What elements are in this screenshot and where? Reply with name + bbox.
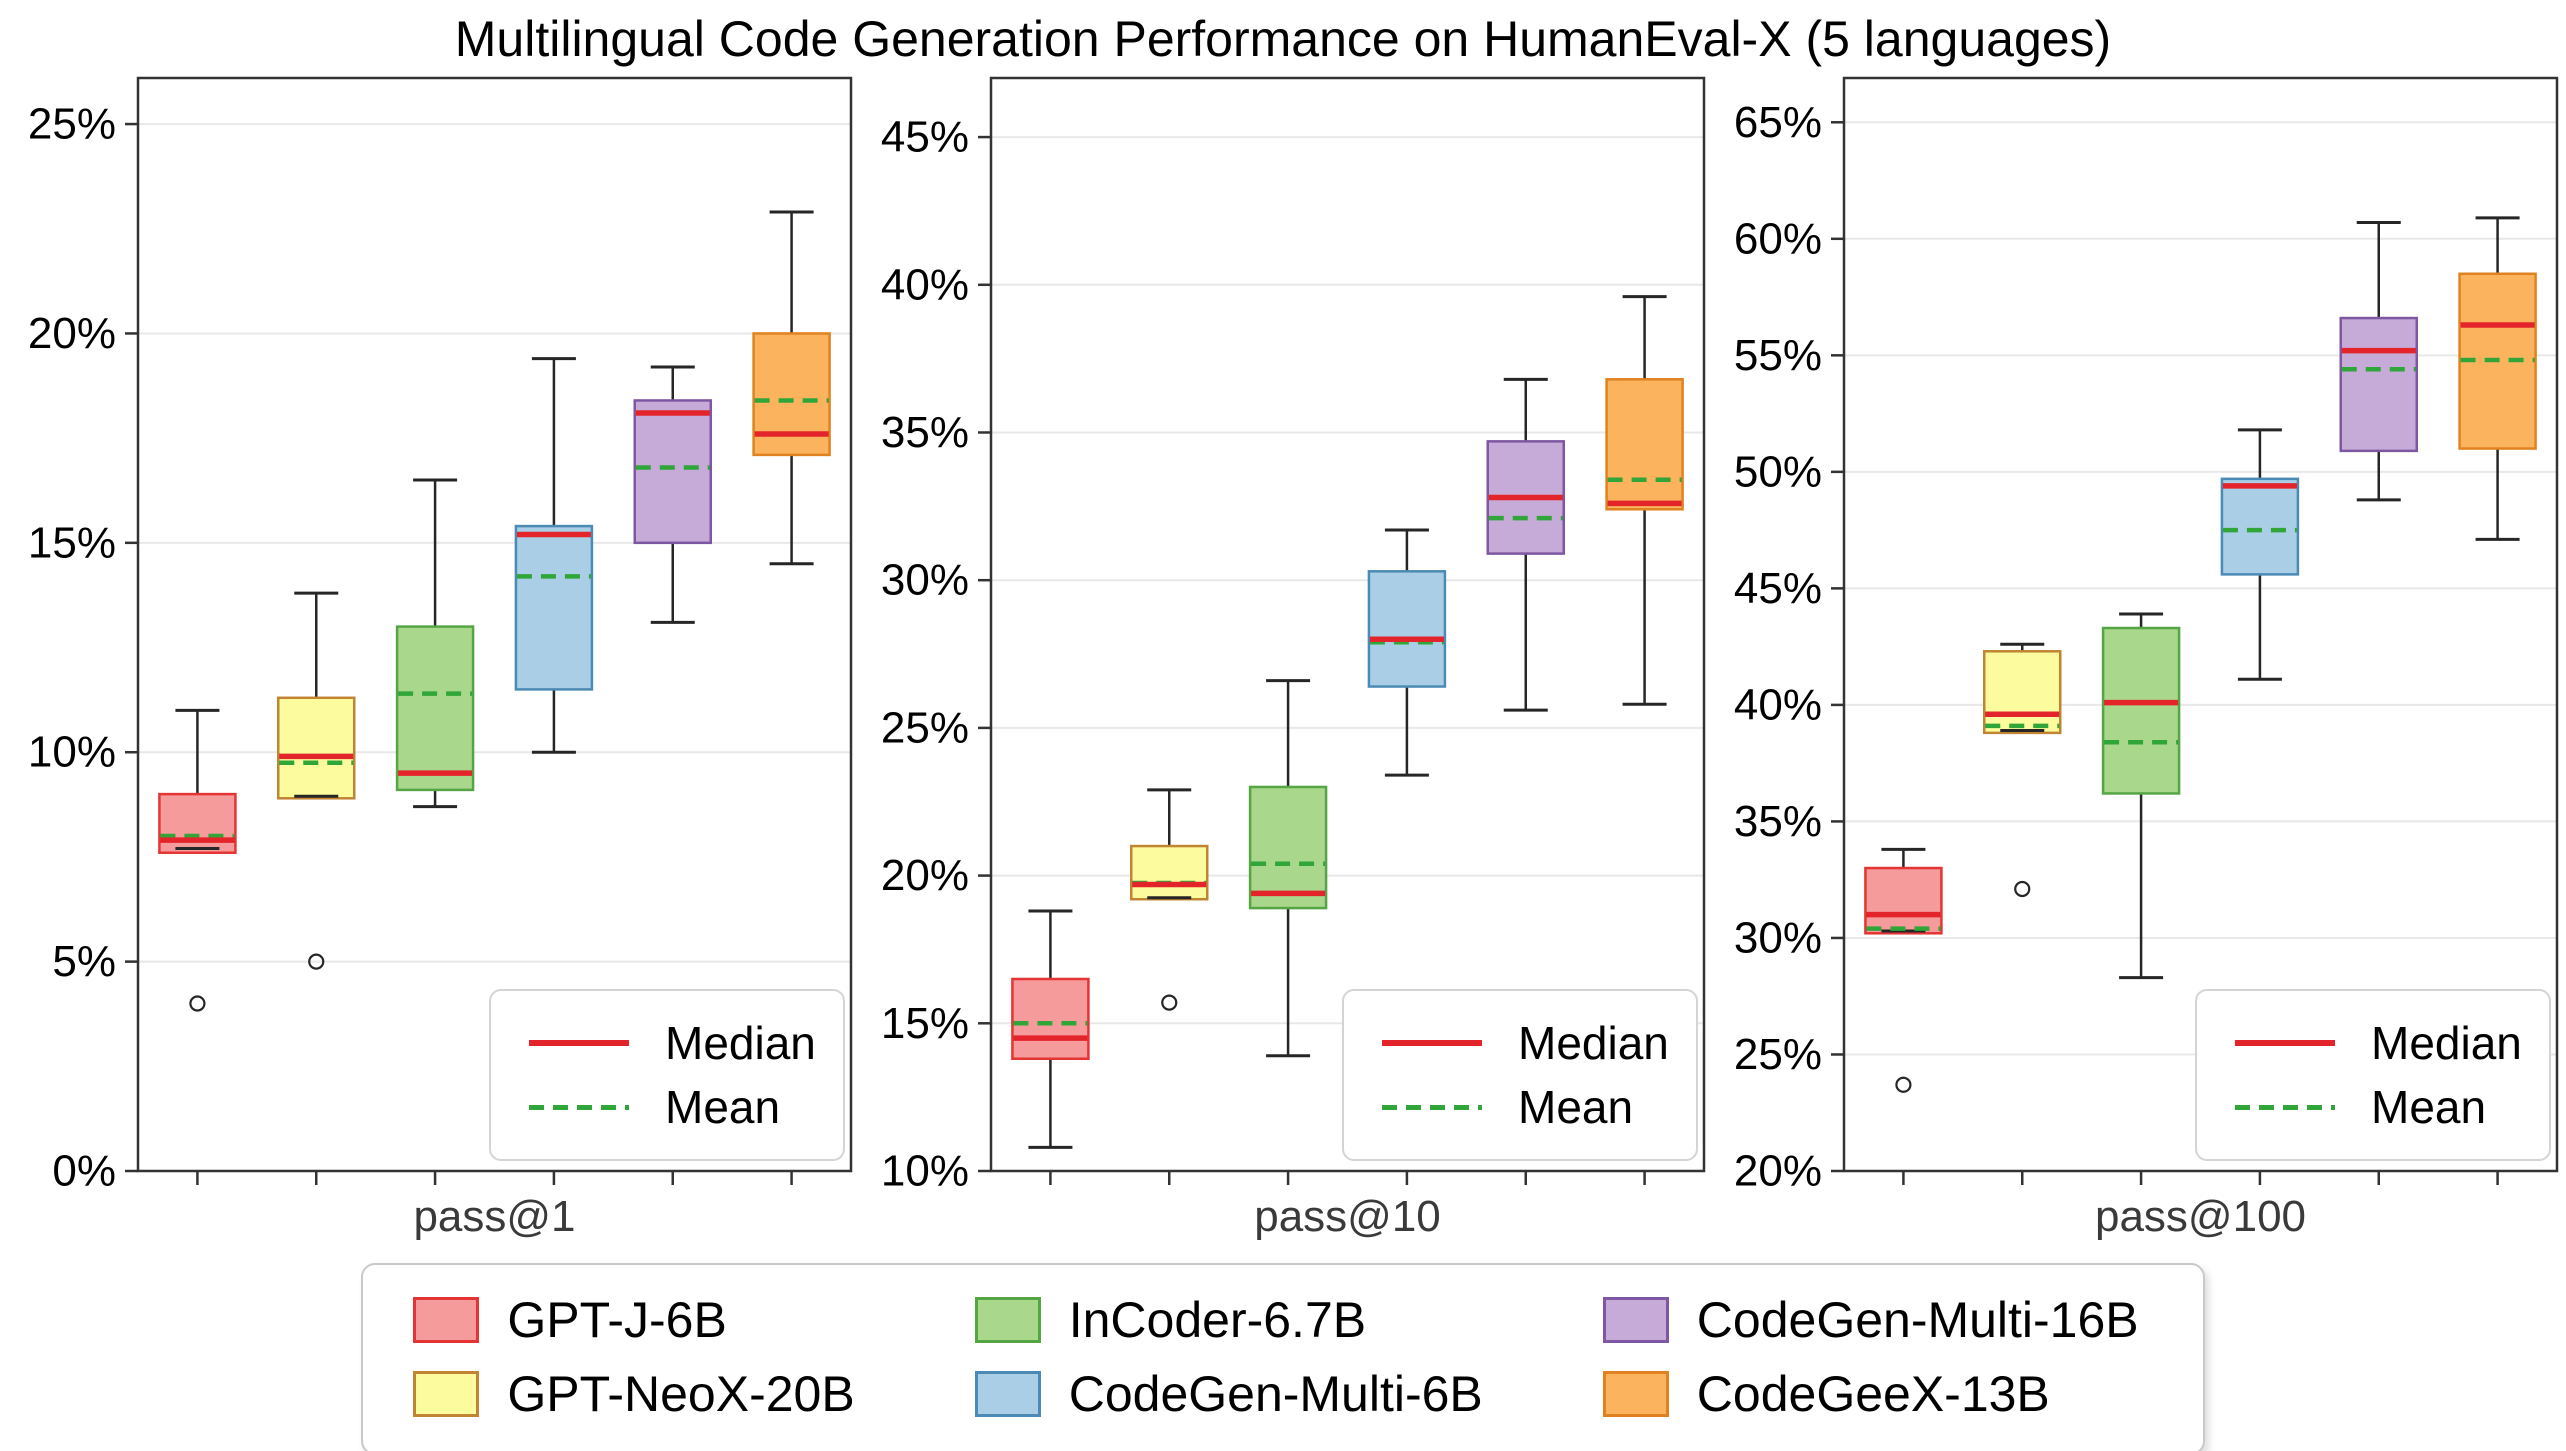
- y-tick-label: 10%: [881, 1147, 969, 1196]
- mean-legend-label: Mean: [665, 1081, 781, 1133]
- median-line-sample: [2235, 1040, 2335, 1046]
- median-mean-legend: Median Mean: [1342, 989, 1698, 1161]
- legend-label: CodeGen-Multi-16B: [1696, 1292, 2139, 1348]
- x-axis-label: pass@100: [2095, 1192, 2306, 1241]
- boxplot-CodeGen-Multi-16B: [2339, 220, 2418, 502]
- y-tick-label: 20%: [1734, 1147, 1822, 1196]
- median-mean-legend: Median Mean: [489, 989, 845, 1161]
- legend-item-codegen-multi-6b: CodeGen-Multi-6B: [974, 1365, 1483, 1423]
- boxplot-CodeGeeX-13B: [2458, 216, 2537, 541]
- y-tick-label: 55%: [1734, 331, 1822, 380]
- legend-swatch-codegen-multi-6b: [974, 1371, 1041, 1417]
- legend-swatch-incoder-6.7b: [974, 1297, 1041, 1343]
- y-tick-label: 20%: [881, 851, 969, 900]
- boxplot-GPT-NeoX-20B: [277, 591, 356, 970]
- boxplot-CodeGen-Multi-16B: [633, 365, 712, 624]
- y-tick-label: 45%: [1734, 564, 1822, 613]
- boxplot-GPT-J-6B: [1011, 909, 1090, 1149]
- y-tick-label: 25%: [1734, 1030, 1822, 1079]
- median-legend-row: Median: [2235, 1011, 2549, 1075]
- mean-line-sample: [1382, 1104, 1482, 1110]
- y-tick-label: 5%: [52, 937, 116, 986]
- y-tick-label: 45%: [881, 113, 969, 162]
- median-line-sample: [529, 1040, 629, 1046]
- legend-item-codegeex-13b: CodeGeeX-13B: [1602, 1365, 2139, 1423]
- median-legend-label: Median: [2371, 1017, 2522, 1069]
- legend-item-incoder-6.7b: InCoder-6.7B: [974, 1291, 1483, 1349]
- mean-legend-row: Mean: [529, 1075, 843, 1139]
- legend-item-gpt-j-6b: GPT-J-6B: [413, 1291, 854, 1349]
- mean-legend-label: Mean: [2371, 1081, 2487, 1133]
- x-axis-label: pass@1: [413, 1192, 575, 1241]
- y-tick-label: 35%: [1734, 797, 1822, 846]
- legend-swatch-gpt-neox-20b: [413, 1371, 480, 1417]
- legend-label: CodeGeeX-13B: [1696, 1366, 2050, 1422]
- y-tick-label: 35%: [881, 408, 969, 457]
- mean-legend-row: Mean: [2235, 1075, 2549, 1139]
- median-mean-legend: Median Mean: [2195, 989, 2551, 1161]
- legend-label: GPT-NeoX-20B: [507, 1366, 855, 1422]
- mean-line-sample: [2235, 1104, 2335, 1110]
- median-legend-label: Median: [1518, 1017, 1669, 1069]
- median-legend-row: Median: [1382, 1011, 1696, 1075]
- y-tick-label: 15%: [881, 999, 969, 1048]
- y-tick-label: 25%: [28, 100, 116, 149]
- panel-canvas-pass@10: 10% 15% 20% 25% 30% 35% 40% 45% pass@10: [881, 76, 1706, 1241]
- outlier-point: [2014, 880, 2031, 898]
- y-tick-label: 25%: [881, 703, 969, 752]
- panel-canvas-pass@100: 20% 25% 30% 35% 40% 45% 50% 55% 60% 65% pass@100: [1734, 76, 2559, 1241]
- panel-pass@1: 0% 5% 10% 15% 20% 25% pass@1 Median Mean: [6, 72, 859, 1247]
- median-legend-label: Median: [665, 1017, 816, 1069]
- panel-pass@10: 10% 15% 20% 25% 30% 35% 40% 45% pass@10 Median Mea…: [859, 72, 1712, 1247]
- boxplot-GPT-J-6B: [158, 708, 237, 1012]
- panel-canvas-pass@1: 0% 5% 10% 15% 20% 25% pass@1: [28, 76, 853, 1241]
- median-line-sample: [1382, 1040, 1482, 1046]
- y-tick-label: 15%: [28, 518, 116, 567]
- boxplot-CodeGeeX-13B: [1605, 295, 1684, 706]
- boxplot-CodeGen-Multi-6B: [514, 357, 594, 754]
- boxplot-CodeGen-Multi-16B: [1486, 377, 1565, 712]
- boxplot-CodeGen-Multi-6B: [2220, 428, 2300, 681]
- y-tick-label: 40%: [1734, 680, 1822, 729]
- median-legend-row: Median: [529, 1011, 843, 1075]
- mean-legend-label: Mean: [1518, 1081, 1634, 1133]
- legend-swatch-gpt-j-6b: [413, 1297, 480, 1343]
- y-tick-label: 10%: [28, 728, 116, 777]
- outlier-point: [1161, 994, 1178, 1011]
- legend-label: CodeGen-Multi-6B: [1068, 1366, 1483, 1422]
- y-tick-label: 40%: [881, 260, 969, 309]
- mean-line-sample: [529, 1104, 629, 1110]
- boxplot-InCoder-6.7B: [1248, 679, 1328, 1058]
- legend-item-codegen-multi-16b: CodeGen-Multi-16B: [1602, 1291, 2139, 1349]
- boxplot-CodeGen-Multi-6B: [1367, 528, 1447, 777]
- legend-swatch-codegen-multi-16b: [1602, 1297, 1669, 1343]
- outlier-point: [189, 995, 206, 1012]
- y-tick-label: 65%: [1734, 98, 1822, 147]
- legend-swatch-codegeex-13b: [1602, 1371, 1669, 1417]
- bottom-legend: GPT-J-6B InCoder-6.7B CodeGen-Multi-16B …: [361, 1263, 2205, 1451]
- y-tick-label: 20%: [28, 309, 116, 358]
- boxplot-InCoder-6.7B: [395, 478, 475, 809]
- legend-label: GPT-J-6B: [507, 1292, 727, 1348]
- y-tick-label: 60%: [1734, 214, 1822, 263]
- boxplot-GPT-NeoX-20B: [1130, 788, 1209, 1011]
- y-tick-label: 50%: [1734, 447, 1822, 496]
- boxplot-CodeGeeX-13B: [752, 210, 831, 566]
- outlier-point: [1895, 1076, 1912, 1093]
- y-tick-label: 30%: [881, 556, 969, 605]
- y-tick-label: 30%: [1734, 913, 1822, 962]
- legend-item-gpt-neox-20b: GPT-NeoX-20B: [413, 1365, 855, 1423]
- chart-title: Multilingual Code Generation Performance…: [454, 11, 2112, 67]
- boxplot-InCoder-6.7B: [2101, 612, 2181, 980]
- x-axis-label: pass@10: [1254, 1192, 1441, 1241]
- y-tick-label: 0%: [52, 1147, 116, 1196]
- boxplot-GPT-NeoX-20B: [1983, 642, 2062, 898]
- panel-pass@100: 20% 25% 30% 35% 40% 45% 50% 55% 60% 65% pass@100 Me…: [1712, 72, 2565, 1247]
- boxplot-GPT-J-6B: [1864, 847, 1943, 1093]
- panels-row: 0% 5% 10% 15% 20% 25% pass@1 Median Mean 10% 15% 20…: [6, 72, 2566, 1247]
- outlier-point: [308, 953, 325, 970]
- mean-legend-row: Mean: [1382, 1075, 1696, 1139]
- legend-label: InCoder-6.7B: [1068, 1292, 1367, 1348]
